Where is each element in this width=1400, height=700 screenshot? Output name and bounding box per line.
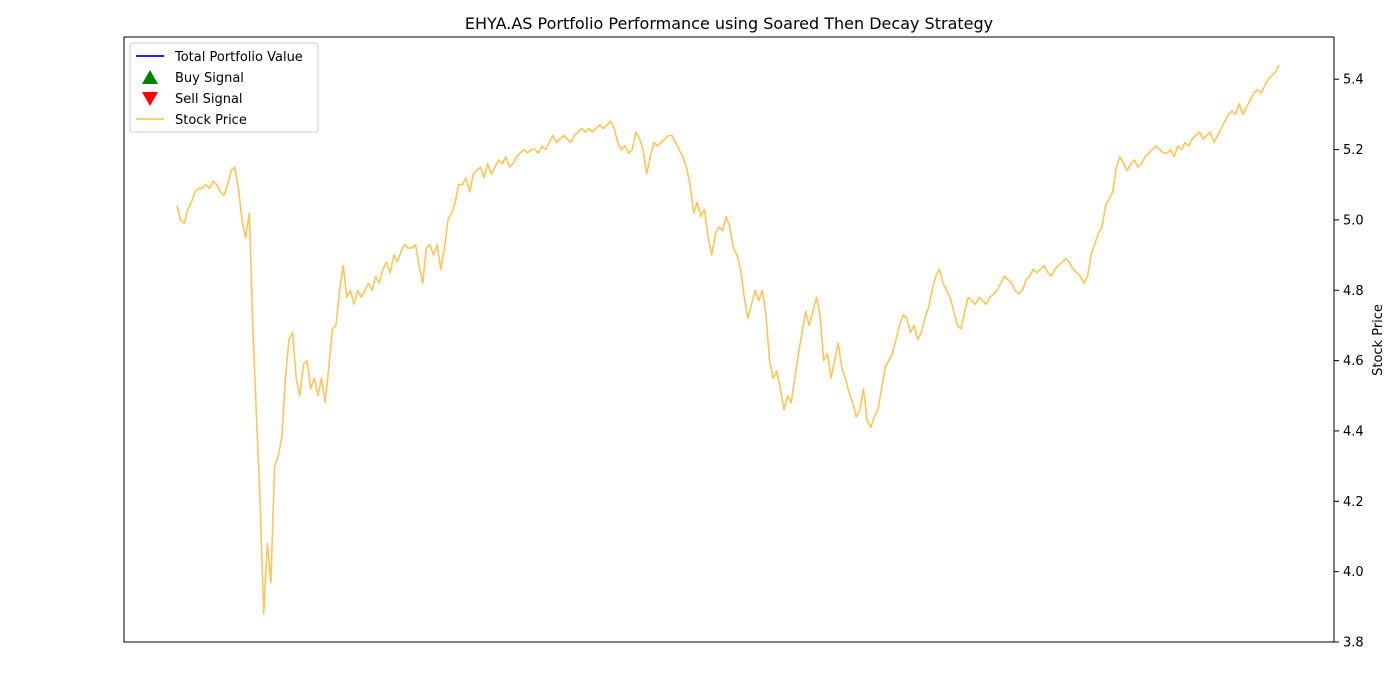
y-axis: 3.8 4.0 4.2 4.4 4.6 4.8 5.0 5.2 5.4 <box>1334 73 1364 651</box>
legend-sell-label: Sell Signal <box>175 92 243 107</box>
legend-buy-triangle-icon <box>142 70 158 84</box>
y-tick-label: 4.2 <box>1343 495 1364 510</box>
plot-area <box>123 36 1335 643</box>
y-tick-label: 5.0 <box>1343 213 1364 228</box>
chart-title: EHYA.AS Portfolio Performance using Soar… <box>465 14 993 33</box>
y-tick-label: 5.4 <box>1343 73 1364 88</box>
y-tick-label: 4.4 <box>1343 424 1364 439</box>
legend: Total Portfolio Value Buy Signal Sell Si… <box>129 42 319 133</box>
legend-portfolio-label: Total Portfolio Value <box>174 50 303 65</box>
y-tick-label: 4.0 <box>1343 565 1364 580</box>
y-tick-label: 3.8 <box>1343 636 1364 651</box>
stock-price-line <box>176 64 1280 615</box>
y-tick-label: 5.2 <box>1343 143 1364 158</box>
y-tick-label: 4.8 <box>1343 284 1364 299</box>
legend-buy-label: Buy Signal <box>175 71 244 86</box>
legend-stock-price-label: Stock Price <box>175 113 247 128</box>
legend-sell-triangle-icon <box>142 92 158 106</box>
legend-box <box>129 42 319 133</box>
y-tick-label: 4.6 <box>1343 354 1364 369</box>
y-axis-label: Stock Price <box>1371 304 1386 376</box>
